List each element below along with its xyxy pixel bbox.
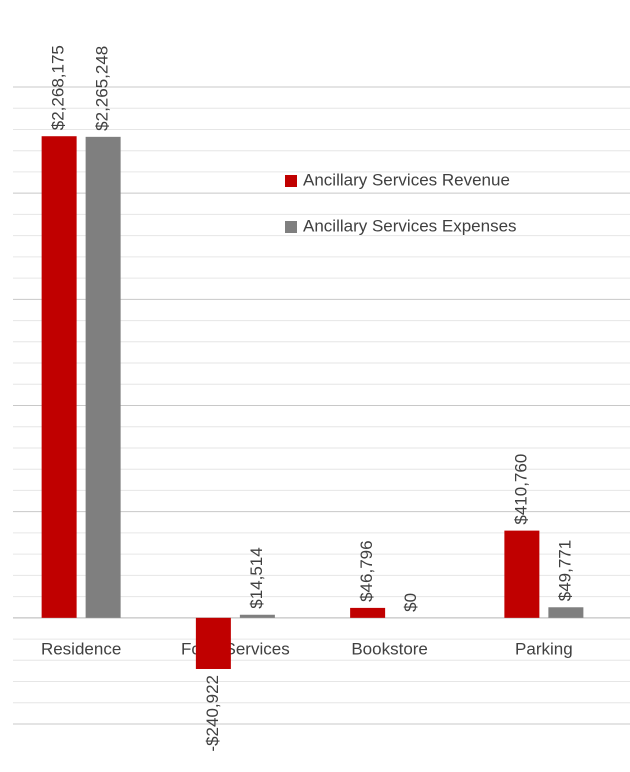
- x-tick-label: Bookstore: [351, 639, 428, 658]
- x-tick-label: Parking: [515, 639, 573, 658]
- bar: [548, 607, 584, 618]
- legend-swatch: [285, 221, 297, 233]
- legend-label: Ancillary Services Revenue: [303, 170, 510, 189]
- bar: [350, 607, 386, 618]
- bar: [504, 530, 540, 618]
- value-label: $410,760: [511, 454, 530, 525]
- bar: [195, 617, 231, 669]
- x-tick-label: Residence: [41, 639, 121, 658]
- value-label: $14,514: [247, 547, 266, 608]
- value-label: $2,265,248: [93, 46, 112, 131]
- value-label: $46,796: [357, 540, 376, 601]
- value-label: -$240,922: [203, 675, 222, 752]
- legend-swatch: [285, 175, 297, 187]
- legend-label: Ancillary Services Expenses: [303, 216, 517, 235]
- value-label: $0: [401, 593, 420, 612]
- value-label: $2,268,175: [49, 45, 68, 130]
- bar: [239, 614, 275, 618]
- value-label: $49,771: [555, 540, 574, 601]
- bar: [41, 136, 77, 618]
- bar: [85, 136, 121, 618]
